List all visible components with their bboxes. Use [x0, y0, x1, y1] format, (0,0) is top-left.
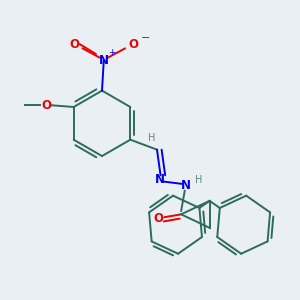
Text: O: O	[69, 38, 79, 51]
Text: O: O	[41, 99, 51, 112]
Text: H: H	[148, 133, 155, 143]
Text: N: N	[155, 173, 165, 186]
Text: +: +	[108, 48, 116, 57]
Text: N: N	[99, 54, 109, 67]
Text: O: O	[129, 38, 139, 51]
Text: O: O	[153, 212, 163, 225]
Text: −: −	[141, 33, 150, 43]
Text: H: H	[194, 175, 202, 184]
Text: N: N	[180, 179, 190, 192]
